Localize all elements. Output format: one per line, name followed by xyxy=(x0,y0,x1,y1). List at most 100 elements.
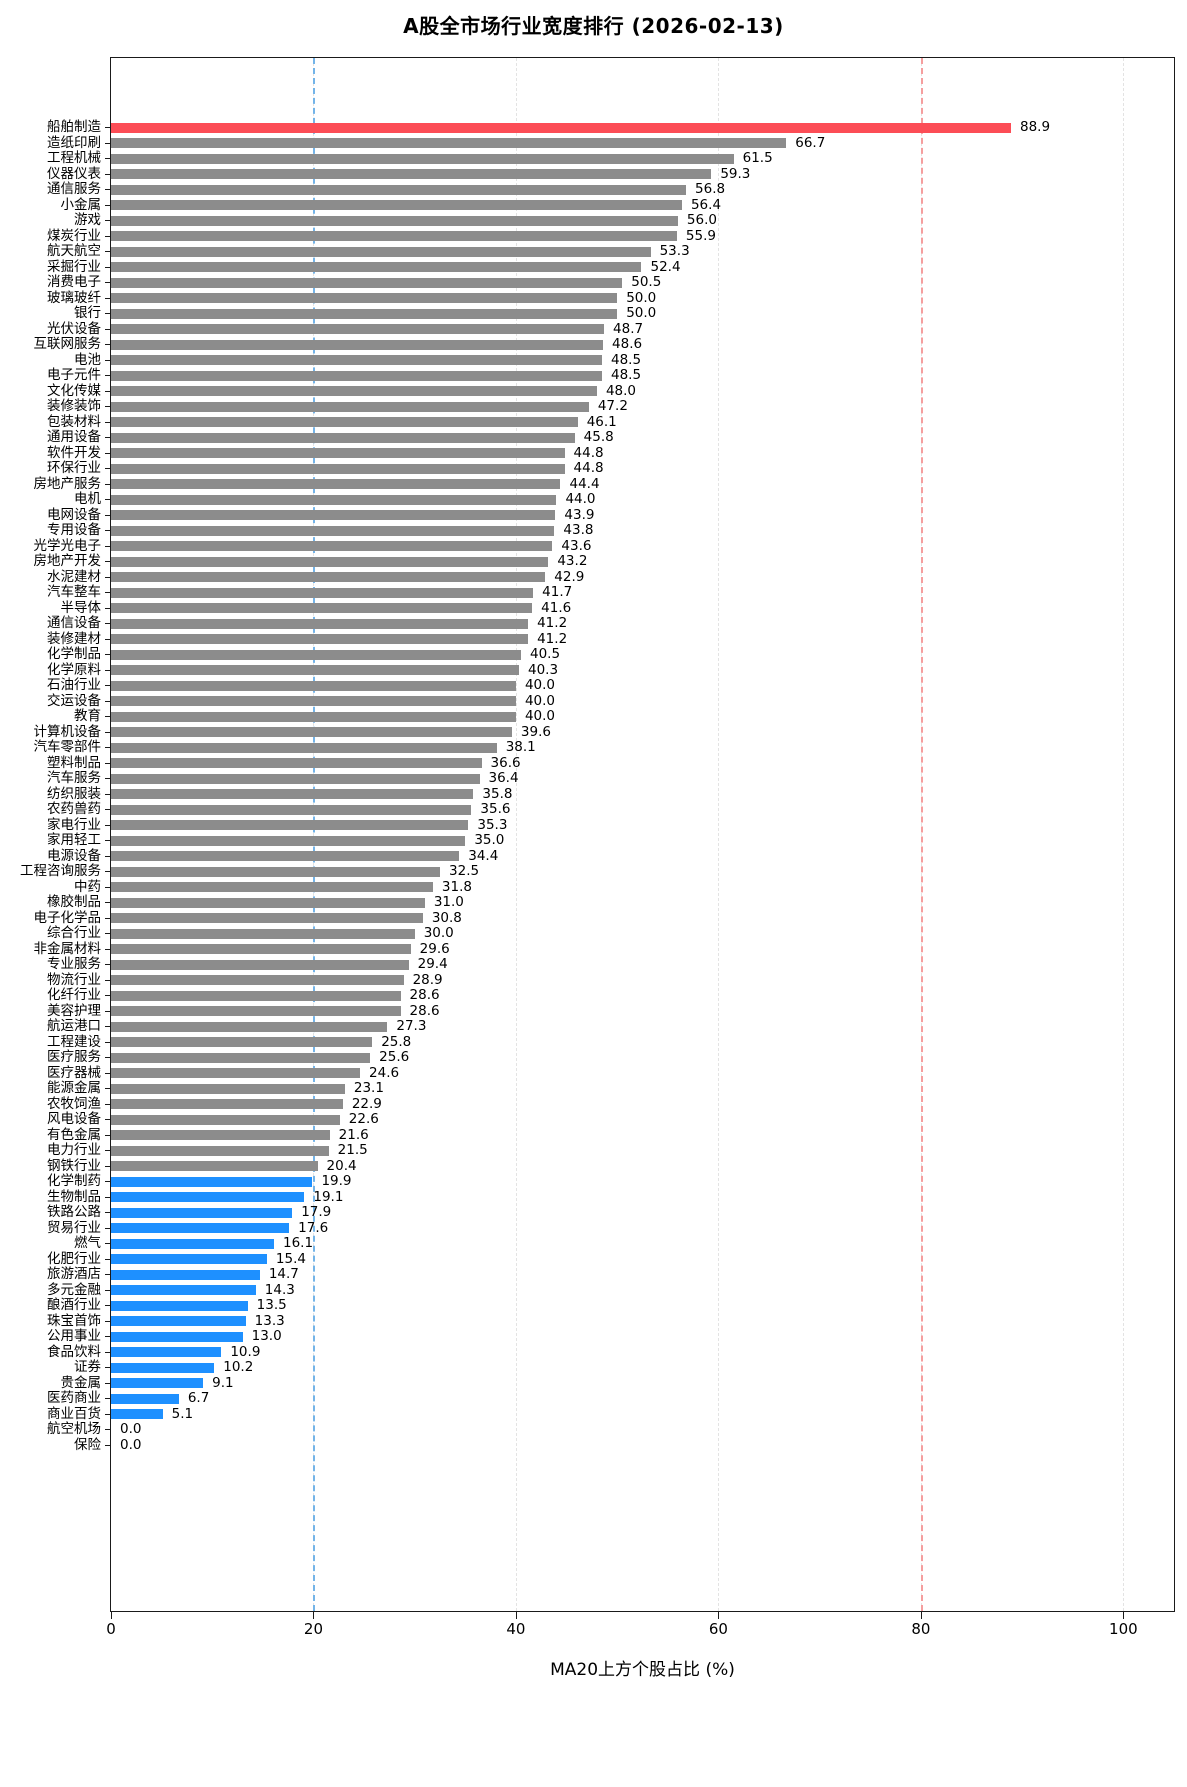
bar-row: 航空机场 0.0 xyxy=(47,1421,1174,1438)
bar-row: 汽车整车 41.7 xyxy=(47,585,1174,601)
bar xyxy=(111,1068,361,1079)
bar-row: 珠宝首饰 13.3 xyxy=(47,1314,1174,1330)
bar-value-label: 30.8 xyxy=(431,909,462,926)
bar-value-label: 50.5 xyxy=(631,274,662,290)
bar-row: 风电设备 22.6 xyxy=(47,1112,1174,1128)
bar-value-label: 32.5 xyxy=(449,863,480,879)
bar-value-label: 5.1 xyxy=(171,1405,194,1422)
category-label: 房地产开发 xyxy=(33,553,102,569)
y-tick-mark xyxy=(105,995,110,997)
category-label: 通信服务 xyxy=(47,181,101,197)
bar xyxy=(111,1254,267,1265)
bar-value-label: 41.6 xyxy=(541,599,572,616)
bar xyxy=(111,990,401,1001)
x-tick-label: 60 xyxy=(708,1620,728,1638)
y-tick-mark xyxy=(105,1103,110,1105)
bar xyxy=(111,463,565,474)
y-tick-mark xyxy=(105,871,110,873)
bar-value-label: 31.8 xyxy=(441,878,472,895)
y-tick-mark xyxy=(105,328,110,330)
y-tick-mark xyxy=(105,948,110,950)
x-tick-label: 20 xyxy=(303,1620,324,1638)
y-tick-mark xyxy=(105,483,110,485)
category-label: 通用设备 xyxy=(47,429,101,445)
bar-row: 化肥行业 15.4 xyxy=(47,1252,1174,1268)
bar-value-label: 46.1 xyxy=(586,413,617,430)
bar-row: 仪器仪表 59.3 xyxy=(47,165,1174,183)
x-tick-mark xyxy=(1123,1612,1125,1619)
bar-value-label: 88.9 xyxy=(1020,119,1051,135)
bar xyxy=(111,1161,318,1172)
bar-row: 包装材料 46.1 xyxy=(47,413,1174,431)
bar-value-label: 56.8 xyxy=(695,181,726,197)
bar-row: 电子化学品 30.8 xyxy=(34,909,1174,927)
y-tick-mark xyxy=(105,499,110,501)
bar-value-label: 66.7 xyxy=(795,134,826,151)
category-label: 酿酒行业 xyxy=(47,1297,101,1313)
bar-value-label: 10.2 xyxy=(223,1359,254,1375)
bar xyxy=(111,277,623,288)
y-tick-mark xyxy=(105,1088,110,1090)
y-tick-mark xyxy=(105,406,110,408)
bar-value-label: 38.1 xyxy=(505,739,536,755)
bar xyxy=(111,246,651,257)
bar xyxy=(111,587,534,598)
bar-value-label: 50.0 xyxy=(626,305,657,321)
bar-row: 半导体 41.6 xyxy=(61,599,1174,617)
bar-row: 电池 48.5 xyxy=(74,353,1174,369)
bar-value-label: 25.6 xyxy=(379,1049,410,1065)
y-tick-mark xyxy=(105,421,110,423)
category-label: 小金属 xyxy=(60,196,102,213)
bar-row: 电源设备 34.4 xyxy=(47,849,1174,865)
bar xyxy=(111,293,618,304)
category-label: 非金属材料 xyxy=(33,940,102,957)
y-tick-mark xyxy=(105,1041,110,1043)
gridline-100 xyxy=(1123,58,1125,1611)
bar-row: 游戏 56.0 xyxy=(74,213,1174,229)
y-tick-mark xyxy=(105,235,110,237)
y-tick-mark xyxy=(105,793,110,795)
category-label: 互联网服务 xyxy=(33,336,102,352)
bar-row: 航天航空 53.3 xyxy=(47,243,1174,260)
category-label: 综合行业 xyxy=(47,925,101,941)
bar-value-label: 59.3 xyxy=(720,165,751,182)
category-label: 塑料制品 xyxy=(47,754,101,771)
category-label: 化学制品 xyxy=(47,646,101,662)
x-tick-mark xyxy=(111,1612,112,1619)
bar-row: 钢铁行业 20.4 xyxy=(47,1159,1174,1175)
bar-value-label: 43.8 xyxy=(563,522,594,538)
bar-value-label: 0.0 xyxy=(120,1421,142,1437)
x-tick-label: 80 xyxy=(911,1620,931,1638)
y-tick-mark xyxy=(105,313,110,315)
y-tick-mark xyxy=(105,1305,110,1307)
y-tick-mark xyxy=(105,1336,110,1338)
bar-value-label: 48.6 xyxy=(612,336,643,352)
bar-value-label: 19.1 xyxy=(313,1188,344,1205)
bar-row: 化学制药 19.9 xyxy=(47,1174,1174,1190)
category-label: 铁路公路 xyxy=(47,1204,101,1220)
category-label: 家用轻工 xyxy=(47,832,101,848)
bar xyxy=(111,804,472,815)
bar-row: 电力行业 21.5 xyxy=(47,1143,1174,1159)
y-tick-mark xyxy=(105,297,110,299)
bar-value-label: 41.2 xyxy=(537,615,568,631)
y-tick-mark xyxy=(105,1165,110,1167)
bar xyxy=(111,541,553,552)
bar-value-label: 29.4 xyxy=(417,956,448,972)
bar xyxy=(111,603,533,614)
category-label: 光伏设备 xyxy=(47,320,101,337)
bar xyxy=(111,448,565,459)
category-label: 半导体 xyxy=(60,599,102,616)
y-tick-mark xyxy=(105,669,110,671)
y-tick-mark xyxy=(105,437,110,439)
category-label: 石油行业 xyxy=(47,677,101,693)
bar-value-label: 43.2 xyxy=(557,553,588,569)
bar-row: 装修建材 41.2 xyxy=(47,632,1174,648)
category-label: 橡胶制品 xyxy=(47,894,101,910)
y-tick-mark xyxy=(105,468,110,470)
x-axis-label: MA20上方个股占比 (%) xyxy=(550,1660,735,1680)
category-label: 生物制品 xyxy=(47,1188,101,1205)
bar-value-label: 53.3 xyxy=(659,243,690,259)
category-label: 化学原料 xyxy=(47,661,101,678)
category-label: 煤炭行业 xyxy=(47,227,101,244)
